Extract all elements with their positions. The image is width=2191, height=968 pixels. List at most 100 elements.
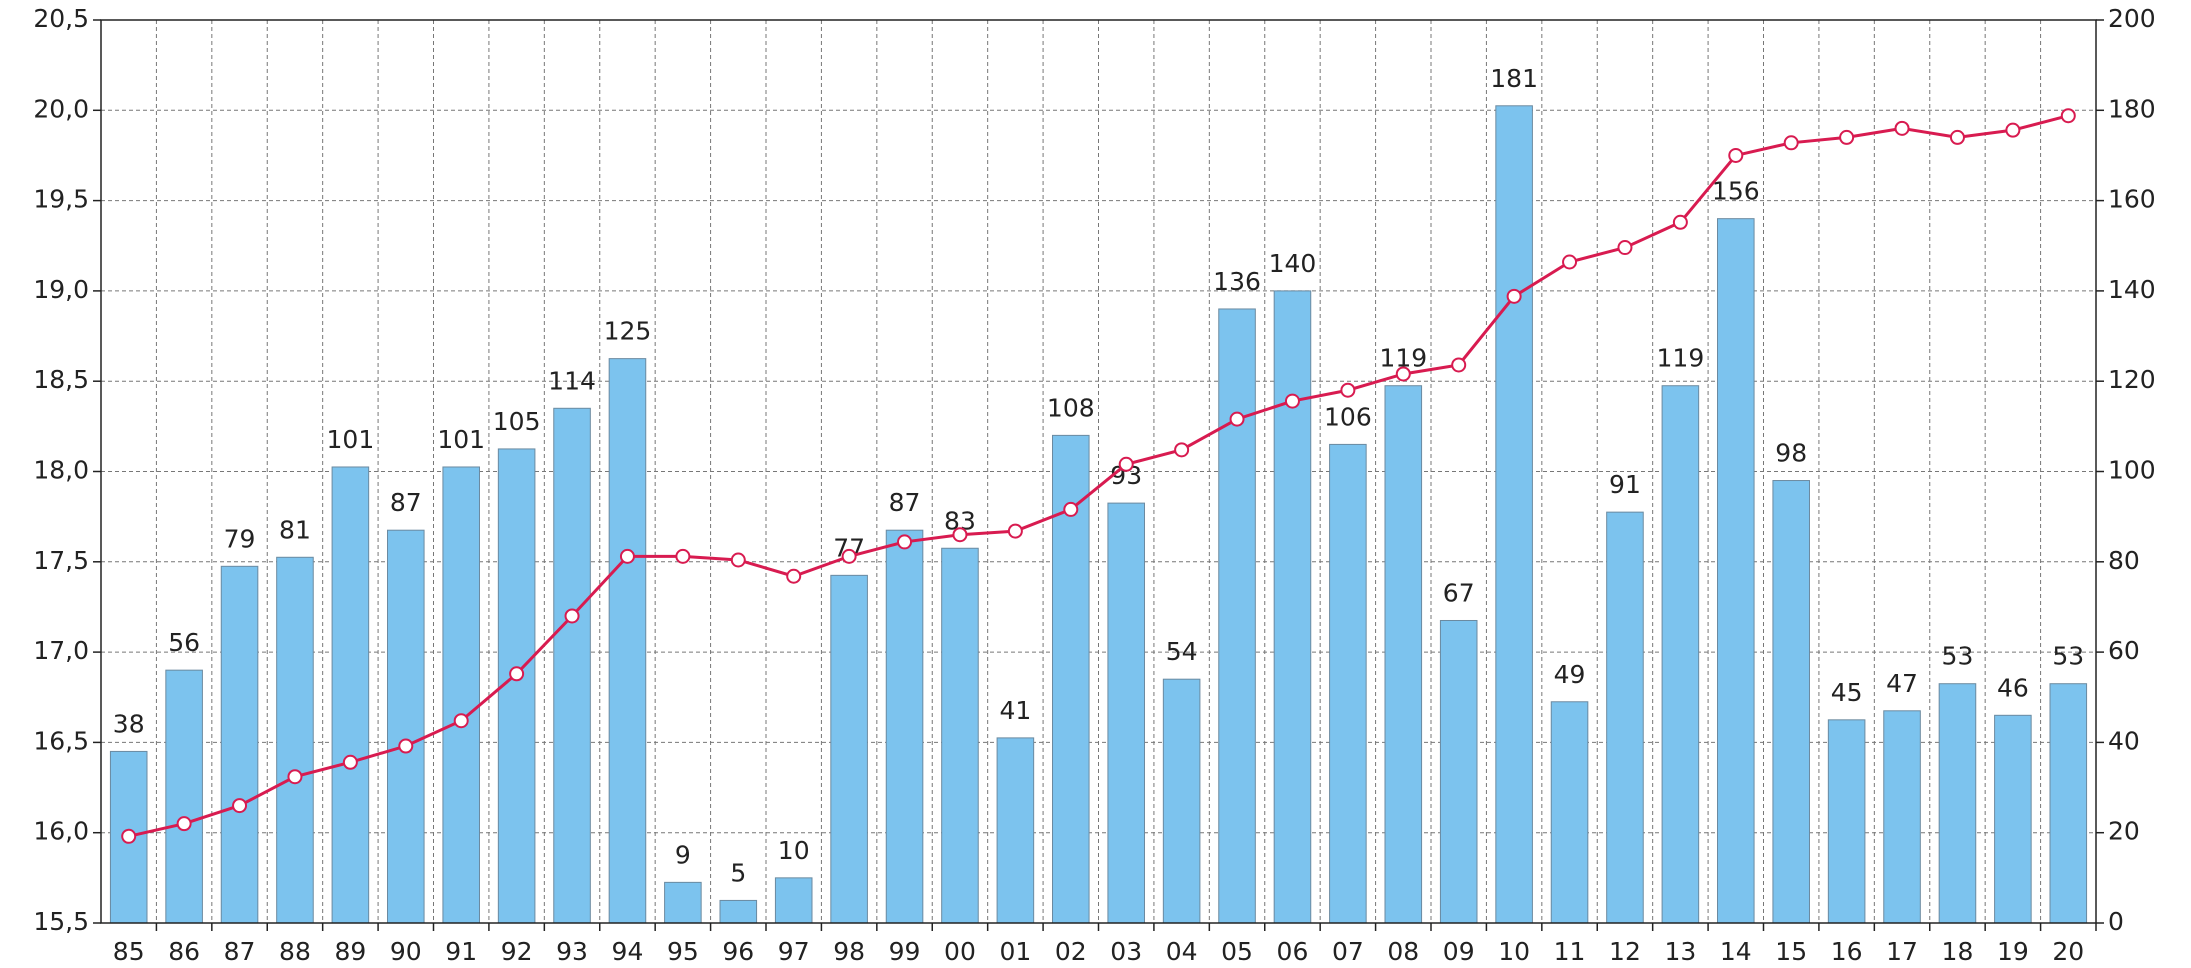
bar-value-label: 108 <box>1047 393 1095 422</box>
line-marker <box>232 798 248 814</box>
x-tick-label: 03 <box>1110 937 1142 966</box>
bar-value-label: 10 <box>778 836 810 865</box>
x-tick-label: 89 <box>334 937 366 966</box>
bar-value-label: 41 <box>999 696 1031 725</box>
bar <box>774 877 813 924</box>
bar <box>1938 683 1977 924</box>
x-tick-label: 98 <box>833 937 865 966</box>
x-tick-label: 92 <box>501 937 533 966</box>
line-marker <box>2005 122 2021 138</box>
line-marker <box>1617 240 1633 256</box>
y-tick-label: 18,0 <box>33 456 89 485</box>
bar-value-label: 125 <box>604 317 652 346</box>
bar-value-label: 49 <box>1554 660 1586 689</box>
line-marker <box>841 548 857 564</box>
line-marker <box>1118 456 1134 472</box>
y-tick-label: 16,5 <box>33 726 89 755</box>
y-tick-label: 19,0 <box>33 275 89 304</box>
line-marker <box>1672 214 1688 230</box>
line-marker <box>1728 147 1744 163</box>
bar <box>1772 480 1810 924</box>
bar-value-label: 54 <box>1166 637 1198 666</box>
y-tick-label: 19,5 <box>33 185 89 214</box>
y2-tick-label: 60 <box>2108 636 2140 665</box>
bar-value-label: 45 <box>1831 678 1863 707</box>
y2-tick-label: 140 <box>2108 275 2156 304</box>
x-tick-label: 95 <box>667 937 699 966</box>
line-marker <box>564 608 580 624</box>
x-tick-label: 96 <box>722 937 754 966</box>
bar-value-label: 53 <box>2052 642 2084 671</box>
bar <box>553 407 591 924</box>
x-tick-label: 17 <box>1886 937 1918 966</box>
x-tick-label: 93 <box>556 937 588 966</box>
line-marker <box>398 738 414 754</box>
x-tick-label: 16 <box>1831 937 1863 966</box>
line-marker <box>1506 288 1522 304</box>
y2-tick-label: 200 <box>2108 4 2156 33</box>
y-tick-label: 20,0 <box>33 94 89 123</box>
line-marker <box>786 568 802 584</box>
line-marker <box>1783 135 1799 151</box>
x-tick-label: 12 <box>1609 937 1641 966</box>
y2-tick-label: 100 <box>2108 456 2156 485</box>
bar <box>1717 218 1755 924</box>
x-tick-label: 07 <box>1332 937 1364 966</box>
bar <box>608 358 647 924</box>
bar-value-label: 46 <box>1997 673 2029 702</box>
x-tick-label: 10 <box>1498 937 1530 966</box>
bar-value-label: 56 <box>168 628 200 657</box>
bar <box>165 669 203 924</box>
bar-value-label: 81 <box>279 515 311 544</box>
x-tick-label: 09 <box>1443 937 1475 966</box>
x-tick-label: 18 <box>1942 937 1974 966</box>
bar-value-label: 5 <box>730 858 746 887</box>
x-tick-label: 14 <box>1720 937 1752 966</box>
bar <box>1606 511 1644 924</box>
bar-value-label: 87 <box>889 488 921 517</box>
bar <box>1329 443 1367 924</box>
bar <box>1273 290 1312 924</box>
line-marker <box>952 527 968 543</box>
bar <box>1883 710 1921 924</box>
line-marker <box>619 548 635 564</box>
bar <box>885 529 924 924</box>
bar-value-label: 106 <box>1324 402 1372 431</box>
line-marker <box>1174 442 1190 458</box>
y2-tick-label: 20 <box>2108 817 2140 846</box>
bar <box>1107 502 1145 924</box>
bar <box>1994 714 2032 924</box>
x-tick-label: 86 <box>168 937 200 966</box>
bar-value-label: 181 <box>1490 64 1538 93</box>
x-tick-label: 06 <box>1277 937 1309 966</box>
bar <box>1384 385 1423 924</box>
bar-value-label: 140 <box>1269 249 1317 278</box>
bar-value-label: 67 <box>1443 578 1475 607</box>
bar <box>830 574 868 924</box>
line-marker <box>1395 366 1411 382</box>
line-marker <box>509 666 525 682</box>
line-marker <box>730 552 746 568</box>
x-tick-label: 11 <box>1554 937 1586 966</box>
bar <box>1162 678 1201 924</box>
bar <box>1439 619 1478 924</box>
x-tick-label: 13 <box>1664 937 1696 966</box>
line-marker <box>1949 129 1965 145</box>
line-marker <box>1562 254 1578 270</box>
bar-value-label: 98 <box>1775 439 1807 468</box>
line-marker <box>1839 129 1855 145</box>
bar-value-label: 101 <box>437 425 485 454</box>
bar-value-label: 105 <box>493 407 541 436</box>
bar-value-label: 119 <box>1657 344 1705 373</box>
bar <box>1495 105 1533 924</box>
bar-value-label: 101 <box>327 425 375 454</box>
x-tick-label: 97 <box>778 937 810 966</box>
bar-value-label: 9 <box>675 840 691 869</box>
bar <box>1661 385 1700 924</box>
line-marker <box>1229 411 1245 427</box>
bar <box>1550 701 1589 924</box>
y2-tick-label: 40 <box>2108 726 2140 755</box>
line-marker <box>176 816 192 832</box>
